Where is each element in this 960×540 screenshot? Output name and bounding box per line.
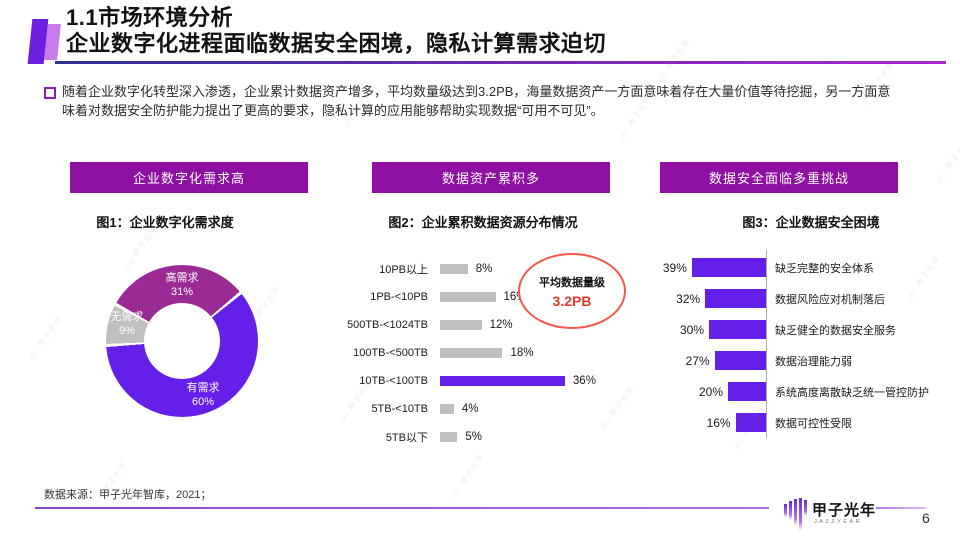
banner-data-accumulation: 数据资产累积多 (372, 162, 610, 193)
watermark: ılıı 甲子光年 (27, 313, 65, 362)
bullet-marker-icon (44, 87, 56, 99)
chart-axis-line (766, 250, 767, 438)
footer-divider-left (35, 507, 769, 509)
value-label: 27% (685, 353, 710, 368)
bar (440, 292, 496, 302)
donut-slice-label: 有需求 60% (186, 382, 220, 408)
intro-paragraph: 随着企业数字化转型深入渗透，企业累计数据资产增多，平均数量级达到3.2PB，海量… (62, 82, 950, 120)
category-label: 10PB以上 (379, 264, 428, 276)
logo-subtext: JAZZYEAR (814, 519, 863, 525)
bar-row: 39% 缺乏完整的安全体系 (660, 252, 960, 283)
title-line2: 企业数字化进程面临数据安全困境，隐私计算需求迫切 (66, 31, 607, 56)
page-number: 6 (922, 510, 930, 526)
figure2-caption: 图2：企业累积数据资源分布情况 (388, 215, 578, 230)
logo-wordmark: 甲子光年 (812, 502, 877, 519)
bar-row: 20% 系统高度离散缺乏统一管控防护 (660, 376, 960, 407)
bar (714, 351, 766, 370)
banner-digital-demand: 企业数字化需求高 (70, 162, 308, 193)
bar (728, 382, 766, 401)
donut-slice-label: 无需求 9% (110, 311, 144, 337)
bar-row: 5TB-<10TB 4% (340, 395, 640, 423)
category-label: 缺乏完整的安全体系 (775, 262, 874, 275)
bar-row: 100TB-<500TB 18% (340, 339, 640, 367)
value-label: 32% (676, 291, 701, 306)
intro-line1: 随着企业数字化转型深入渗透，企业累计数据资产增多，平均数量级达到3.2PB，海量… (62, 84, 891, 99)
jazzyear-logo-icon (784, 498, 807, 531)
bar-row: 32% 数据风险应对机制落后 (660, 283, 960, 314)
bar-row: 5TB以下 5% (340, 423, 640, 451)
average-annotation-label: 平均数据量级 (539, 276, 605, 289)
bar (691, 258, 766, 277)
category-label: 数据风险应对机制落后 (775, 293, 885, 306)
average-data-annotation: 平均数据量级 3.2PB (518, 253, 626, 329)
bar (440, 348, 503, 358)
value-label: 36% (572, 375, 596, 387)
bar-group: 16% (660, 413, 766, 432)
digital-demand-donut-chart: 高需求 31% 有需求 60% 无需求 9% (106, 265, 258, 417)
bar (709, 320, 766, 339)
bar (440, 404, 454, 414)
bar-row: 10TB-<100TB 36% (340, 367, 640, 395)
bar-row: 500TB-<1024TB 12% (340, 311, 640, 339)
value-label: 39% (662, 260, 687, 275)
title-divider (55, 61, 946, 64)
figure3-caption: 图3：企业数据安全困境 (742, 215, 880, 230)
title-line1: 1.1市场环境分析 (66, 5, 234, 30)
data-volume-bar-chart: 10PB以上 8% 1PB-<10PB 16% 500TB-<1024TB 12% 100T… (340, 255, 640, 451)
intro-line2: 味着对数据安全防护能力提出了更高的要求，隐私计算的应用能够帮助实现数据“可用不可… (62, 103, 604, 118)
value-label: 4% (461, 403, 479, 415)
bar (440, 376, 565, 386)
bar-row: 16% 数据可控性受限 (660, 407, 960, 438)
value-label: 20% (698, 384, 723, 399)
bar (440, 320, 482, 330)
category-label: 数据可控性受限 (775, 417, 852, 430)
value-label: 16% (706, 415, 731, 430)
average-annotation-value: 3.2PB (552, 292, 592, 309)
value-label: 5% (465, 431, 482, 443)
bar (440, 432, 458, 442)
donut-slice-label: 高需求 31% (165, 272, 199, 298)
bar-group: 27% (660, 351, 766, 370)
value-label: 18% (510, 347, 534, 359)
value-label: 8% (475, 263, 493, 275)
banner-security-challenges: 数据安全面临多重挑战 (660, 162, 898, 193)
bar-row: 10PB以上 8% (340, 255, 640, 283)
value-label: 12% (489, 319, 513, 331)
category-label: 10TB-<100TB (359, 375, 428, 387)
figure1-caption: 图1：企业数字化需求度 (96, 215, 234, 230)
bar-group: 39% (660, 258, 766, 277)
bar-group: 30% (660, 320, 766, 339)
watermark: ılıı 甲子光年 (449, 451, 487, 500)
category-label: 5TB以下 (385, 432, 428, 444)
bar-row: 27% 数据治理能力弱 (660, 345, 960, 376)
bar-group: 32% (660, 289, 766, 308)
category-label: 100TB-<500TB (353, 347, 428, 359)
category-label: 5TB-<10TB (371, 403, 428, 415)
category-label: 500TB-<1024TB (346, 319, 428, 331)
category-label: 缺乏健全的数据安全服务 (775, 324, 896, 337)
bar-row: 30% 缺乏健全的数据安全服务 (660, 314, 960, 345)
footer-divider-right (876, 507, 926, 509)
bar (705, 289, 766, 308)
data-source-note: 数据来源：甲子光年智库，2021； (44, 489, 212, 501)
category-label: 数据治理能力弱 (775, 355, 852, 368)
bar (735, 413, 766, 432)
bar (440, 264, 468, 274)
value-label: 30% (679, 322, 704, 337)
category-label: 1PB-<10PB (370, 291, 428, 303)
watermark: ılıı 甲子光年 (935, 136, 960, 185)
bar-group: 20% (660, 382, 766, 401)
category-label: 系统高度离散缺乏统一管控防护 (775, 386, 929, 399)
security-challenges-bar-chart: 39% 缺乏完整的安全体系 32% 数据风险应对机制落后 30% 缺乏健全的数据安全服务 2… (660, 252, 960, 438)
page-title: 1.1市场环境分析 企业数字化进程面临数据安全困境，隐私计算需求迫切 (66, 5, 606, 57)
